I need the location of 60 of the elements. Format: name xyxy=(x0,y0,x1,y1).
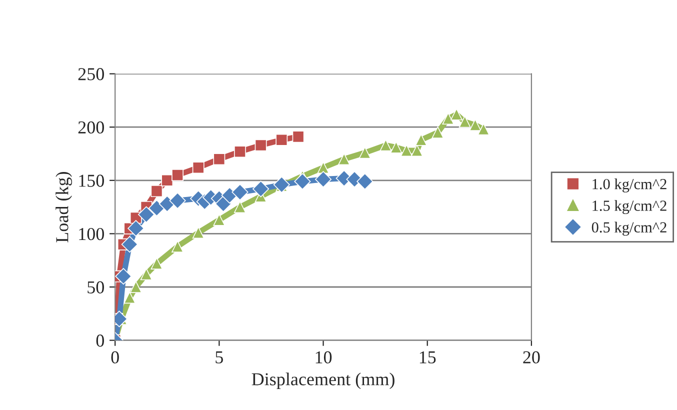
y-tick-label: 200 xyxy=(78,121,104,134)
x-tick-label: 5 xyxy=(216,351,223,364)
point xyxy=(458,116,471,128)
point xyxy=(432,126,444,138)
point xyxy=(254,139,267,152)
point xyxy=(276,134,288,146)
x-tick-label: 20 xyxy=(523,351,540,364)
point xyxy=(410,144,423,157)
point xyxy=(128,220,144,237)
point xyxy=(390,141,402,154)
point xyxy=(234,201,246,214)
x-tick-label: 10 xyxy=(316,351,332,364)
x-tick-label: 0 xyxy=(111,351,119,364)
y-tick-label: 100 xyxy=(79,228,104,240)
point xyxy=(221,187,238,204)
y-tick-label: 250 xyxy=(78,68,104,80)
point xyxy=(169,192,186,209)
point xyxy=(358,146,371,159)
point xyxy=(252,180,270,198)
point xyxy=(150,185,163,198)
x-axis-title: Displacement (mm) xyxy=(252,372,394,390)
point xyxy=(148,200,165,216)
point xyxy=(314,171,332,188)
point xyxy=(130,281,142,293)
point xyxy=(161,174,174,186)
point xyxy=(192,226,204,239)
point xyxy=(172,240,184,252)
point xyxy=(121,236,138,253)
y-axis-title: Load (kg) xyxy=(56,172,72,242)
point xyxy=(115,268,132,285)
x-tick-label: 15 xyxy=(420,351,436,364)
point xyxy=(234,146,246,158)
point xyxy=(442,112,454,125)
point xyxy=(478,123,490,136)
point xyxy=(150,258,163,270)
legend-label: 1.0 kg/cm^2 xyxy=(592,178,666,192)
legend-label: 1.5 kg/cm^2 xyxy=(592,200,666,214)
point xyxy=(232,184,248,200)
point xyxy=(172,169,184,182)
point xyxy=(192,162,204,174)
point xyxy=(415,134,428,146)
point xyxy=(338,153,350,166)
y-tick-label: 0 xyxy=(96,334,104,347)
point xyxy=(213,214,226,226)
point xyxy=(292,130,304,143)
point xyxy=(294,173,311,190)
point xyxy=(273,176,290,193)
y-tick-label: 50 xyxy=(88,281,104,294)
point xyxy=(400,144,413,157)
point xyxy=(450,108,462,120)
point xyxy=(140,268,152,280)
legend-label: 0.5 kg/cm^2 xyxy=(592,222,666,236)
point xyxy=(469,118,482,131)
y-tick-label: 150 xyxy=(79,174,104,187)
point xyxy=(356,173,374,190)
point xyxy=(380,139,392,152)
point xyxy=(138,206,155,223)
point xyxy=(213,153,226,166)
point xyxy=(317,162,330,174)
point xyxy=(124,292,136,304)
